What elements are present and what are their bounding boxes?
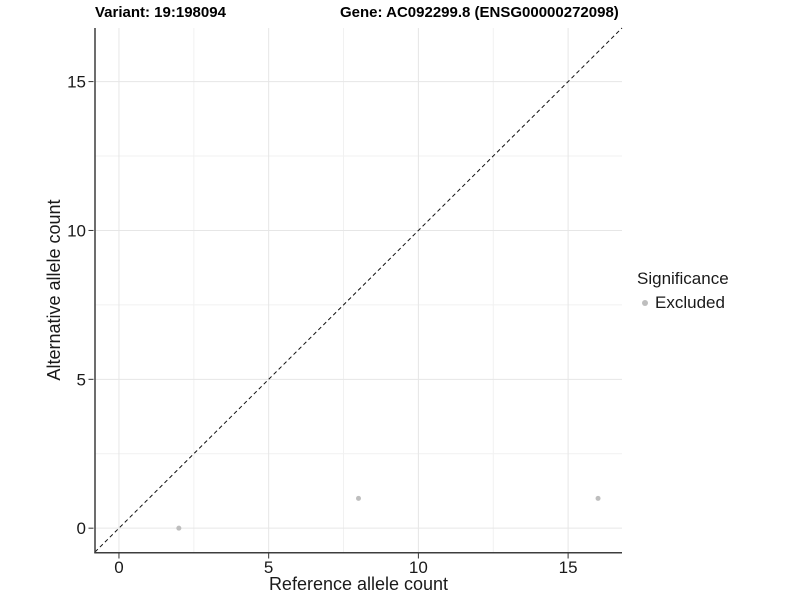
x-tick-label: 10 [409, 558, 428, 577]
excluded-point-icon [642, 300, 648, 306]
x-tick-label: 15 [559, 558, 578, 577]
y-tick-label: 10 [67, 221, 86, 240]
y-tick-label: 5 [77, 370, 86, 389]
y-axis-title: Alternative allele count [44, 199, 64, 381]
identity-dashed-line [94, 27, 623, 553]
x-tick-label: 0 [114, 558, 123, 577]
y-tick-label: 0 [77, 519, 86, 538]
legend: Significance Excluded [637, 269, 729, 313]
x-tick-label: 5 [264, 558, 273, 577]
legend-entry-label: Excluded [655, 293, 725, 312]
y-tick-label: 15 [67, 73, 86, 92]
data-point [595, 495, 601, 501]
x-axis-title: Reference allele count [268, 574, 449, 594]
data-point [356, 495, 361, 501]
legend-title: Significance [637, 269, 729, 288]
gene-title: Gene: AC092299.8 (ENSG00000272098) [340, 4, 619, 21]
variant-title: Variant: 19:198094 [95, 4, 226, 21]
data-point [176, 525, 182, 531]
legend-entry: Excluded [637, 293, 729, 313]
